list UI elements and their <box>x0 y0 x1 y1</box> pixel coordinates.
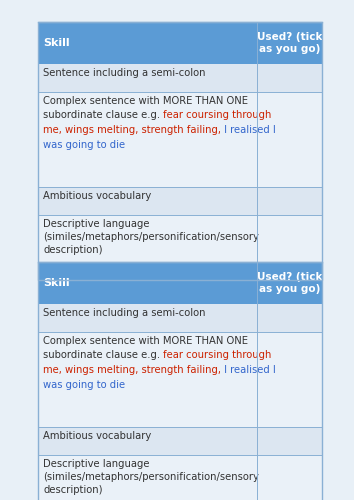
Bar <box>257 187 322 215</box>
Bar <box>38 64 257 92</box>
Bar <box>38 22 322 64</box>
Text: me, wings melting, strength failing,: me, wings melting, strength failing, <box>43 365 221 375</box>
Text: Complex sentence with MORE THAN ONE: Complex sentence with MORE THAN ONE <box>43 336 248 346</box>
Text: Skill: Skill <box>43 278 70 288</box>
Bar <box>38 427 257 455</box>
Bar <box>38 304 257 332</box>
Bar <box>38 92 257 187</box>
Text: Ambitious vocabulary: Ambitious vocabulary <box>43 191 151 201</box>
Text: was going to die: was going to die <box>43 140 125 149</box>
Text: Ambitious vocabulary: Ambitious vocabulary <box>43 431 151 441</box>
Bar <box>257 215 322 280</box>
Text: I realised I: I realised I <box>221 365 276 375</box>
Bar <box>38 262 322 304</box>
Bar <box>38 332 257 427</box>
Text: Used? (tick
as you go): Used? (tick as you go) <box>257 272 322 294</box>
Bar <box>38 262 322 500</box>
Bar <box>257 92 322 187</box>
Bar <box>257 455 322 500</box>
Bar <box>257 64 322 92</box>
Text: was going to die: was going to die <box>43 380 125 390</box>
Bar <box>38 22 322 280</box>
Text: subordinate clause e.g.: subordinate clause e.g. <box>43 350 163 360</box>
Text: fear coursing through: fear coursing through <box>163 110 272 120</box>
Text: Skill: Skill <box>43 38 70 48</box>
Text: me, wings melting, strength failing,: me, wings melting, strength failing, <box>43 125 221 135</box>
Text: Sentence including a semi-colon: Sentence including a semi-colon <box>43 308 206 318</box>
Text: Used? (tick
as you go): Used? (tick as you go) <box>257 32 322 54</box>
Text: fear coursing through: fear coursing through <box>163 350 272 360</box>
Bar <box>38 187 257 215</box>
Text: subordinate clause e.g.: subordinate clause e.g. <box>43 110 163 120</box>
Bar <box>257 427 322 455</box>
Bar <box>257 304 322 332</box>
Text: Complex sentence with MORE THAN ONE: Complex sentence with MORE THAN ONE <box>43 96 248 106</box>
Text: I realised I: I realised I <box>221 125 276 135</box>
Text: Descriptive language
(similes/metaphors/personification/sensory
description): Descriptive language (similes/metaphors/… <box>43 219 259 254</box>
Bar <box>38 455 257 500</box>
Text: Sentence including a semi-colon: Sentence including a semi-colon <box>43 68 206 78</box>
Bar <box>257 332 322 427</box>
Text: Descriptive language
(similes/metaphors/personification/sensory
description): Descriptive language (similes/metaphors/… <box>43 459 259 494</box>
Bar <box>38 215 257 280</box>
